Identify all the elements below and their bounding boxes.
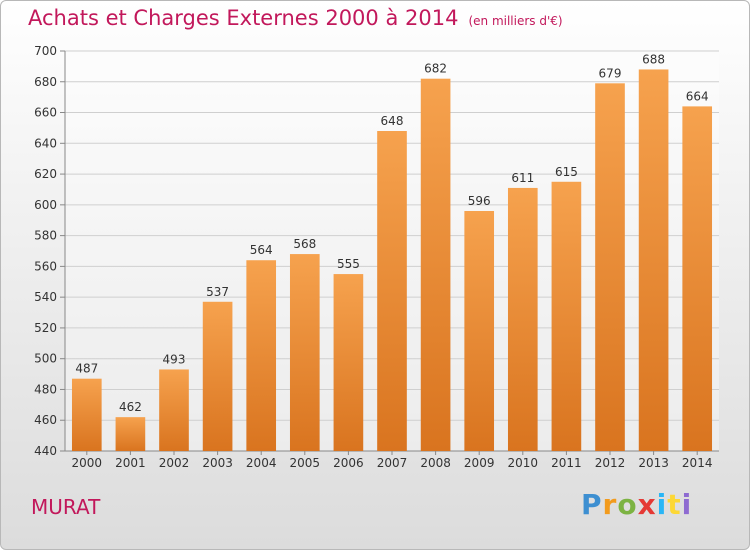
x-tick-label: 2009 (464, 456, 495, 470)
bar (420, 78, 451, 451)
bar (71, 378, 102, 451)
x-tick-label: 2002 (159, 456, 190, 470)
x-tick-label: 2007 (377, 456, 408, 470)
y-tick-label: 500 (34, 352, 57, 366)
bar (377, 131, 407, 451)
bar (682, 106, 713, 451)
y-tick-label: 660 (34, 106, 57, 120)
logo-letter: P (581, 488, 603, 521)
data-label: 487 (75, 362, 98, 376)
data-label: 688 (642, 52, 665, 66)
bar (333, 274, 364, 451)
bar (507, 187, 538, 451)
x-tick-label: 2004 (246, 456, 277, 470)
data-label: 615 (555, 165, 578, 179)
x-tick-label: 2010 (508, 456, 539, 470)
data-label: 648 (381, 114, 404, 128)
chart-title: Achats et Charges Externes 2000 à 2014 (e… (28, 6, 563, 30)
title-text: Achats et Charges Externes 2000 à 2014 (28, 6, 459, 30)
bar (551, 181, 582, 451)
x-tick-label: 2000 (72, 456, 103, 470)
data-label: 611 (511, 171, 534, 185)
y-tick-label: 580 (34, 229, 57, 243)
y-tick-label: 480 (34, 382, 57, 396)
x-tick-label: 2001 (115, 456, 146, 470)
data-label: 679 (599, 66, 622, 80)
logo-letter: x (637, 488, 657, 521)
bar (289, 254, 320, 451)
data-label: 568 (293, 237, 316, 251)
bar (159, 369, 189, 451)
y-tick-label: 560 (34, 259, 57, 273)
chart-subtitle: (en milliers d'€) (468, 14, 563, 28)
y-tick-label: 540 (34, 290, 57, 304)
y-tick-label: 520 (34, 321, 57, 335)
logo-letter: o (617, 488, 638, 521)
x-tick-label: 2011 (551, 456, 582, 470)
data-label: 682 (424, 62, 447, 76)
logo-letter: i (656, 488, 668, 521)
bar (115, 417, 146, 451)
data-label: 564 (250, 243, 273, 257)
logo-letter: t (667, 488, 682, 521)
y-tick-label: 600 (34, 198, 57, 212)
x-tick-label: 2008 (420, 456, 451, 470)
bar (638, 69, 669, 451)
y-tick-label: 460 (34, 413, 57, 427)
x-tick-label: 2006 (333, 456, 364, 470)
x-tick-label: 2013 (638, 456, 669, 470)
y-tick-label: 440 (34, 444, 57, 458)
x-tick-label: 2014 (682, 456, 713, 470)
y-tick-label: 620 (34, 167, 57, 181)
commune-name: MURAT (31, 495, 101, 519)
bar (464, 211, 495, 451)
y-tick-label: 640 (34, 136, 57, 150)
data-label: 596 (468, 194, 491, 208)
data-label: 664 (686, 89, 709, 103)
x-tick-label: 2012 (595, 456, 626, 470)
bar (202, 301, 233, 451)
y-tick-label: 680 (34, 75, 57, 89)
bar (246, 260, 277, 451)
data-label: 555 (337, 257, 360, 271)
proxiti-logo: Proxiti (581, 488, 692, 521)
logo-letter: r (602, 488, 618, 521)
data-label: 493 (163, 352, 186, 366)
y-tick-label: 700 (34, 44, 57, 58)
data-label: 462 (119, 400, 142, 414)
logo-letter: i (681, 488, 693, 521)
x-tick-label: 2005 (290, 456, 321, 470)
bar (595, 83, 625, 452)
data-label: 537 (206, 285, 229, 299)
x-tick-label: 2003 (202, 456, 233, 470)
